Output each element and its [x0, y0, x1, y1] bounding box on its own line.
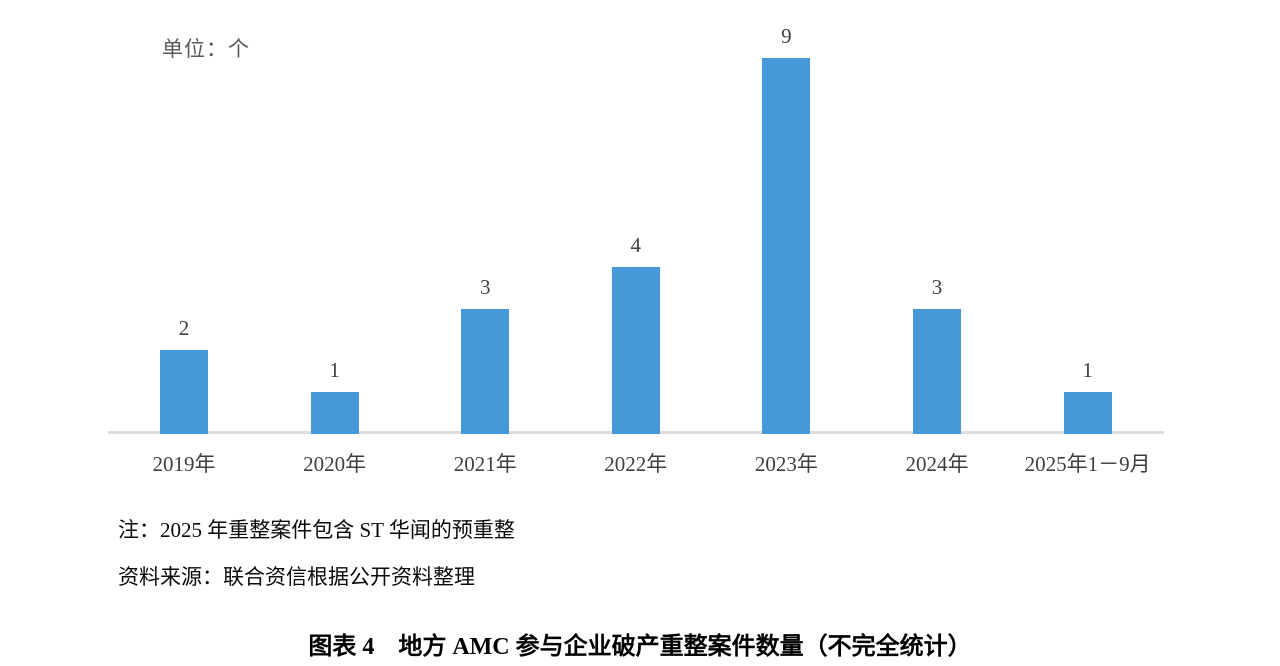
bar [1063, 392, 1112, 434]
bar-value-label: 9 [781, 23, 792, 48]
x-axis-tick-label: 2025年1－9月 [1024, 452, 1151, 476]
chart-title: 图表 4 地方 AMC 参与企业破产重整案件数量（不完全统计） [308, 634, 972, 660]
bar [310, 392, 359, 434]
x-axis-tick-label: 2019年 [152, 452, 216, 476]
x-axis-tick-label: 2024年 [905, 452, 969, 476]
x-axis-tick-label: 2021年 [453, 452, 517, 476]
bar-value-label: 1 [1082, 358, 1093, 383]
bar [160, 350, 208, 434]
x-axis-tick-label: 2020年 [303, 452, 367, 476]
chart-note: 注：2025 年重整案件包含 ST 华闻的预重整 [118, 518, 515, 542]
unit-label: 单位：个 [162, 37, 250, 61]
bar-value-label: 3 [479, 274, 491, 299]
bar [913, 308, 961, 434]
x-axis-tick-label: 2023年 [754, 452, 818, 476]
bar-value-label: 2 [178, 316, 190, 341]
chart-source: 资料来源：联合资信根据公开资料整理 [118, 565, 475, 589]
bar [461, 308, 510, 434]
bar [762, 57, 811, 434]
bar-value-label: 4 [630, 232, 642, 257]
bar [611, 266, 660, 434]
x-axis-tick-label: 2022年 [604, 452, 668, 476]
bar-value-label: 1 [329, 358, 340, 383]
bar-value-label: 3 [931, 274, 943, 299]
